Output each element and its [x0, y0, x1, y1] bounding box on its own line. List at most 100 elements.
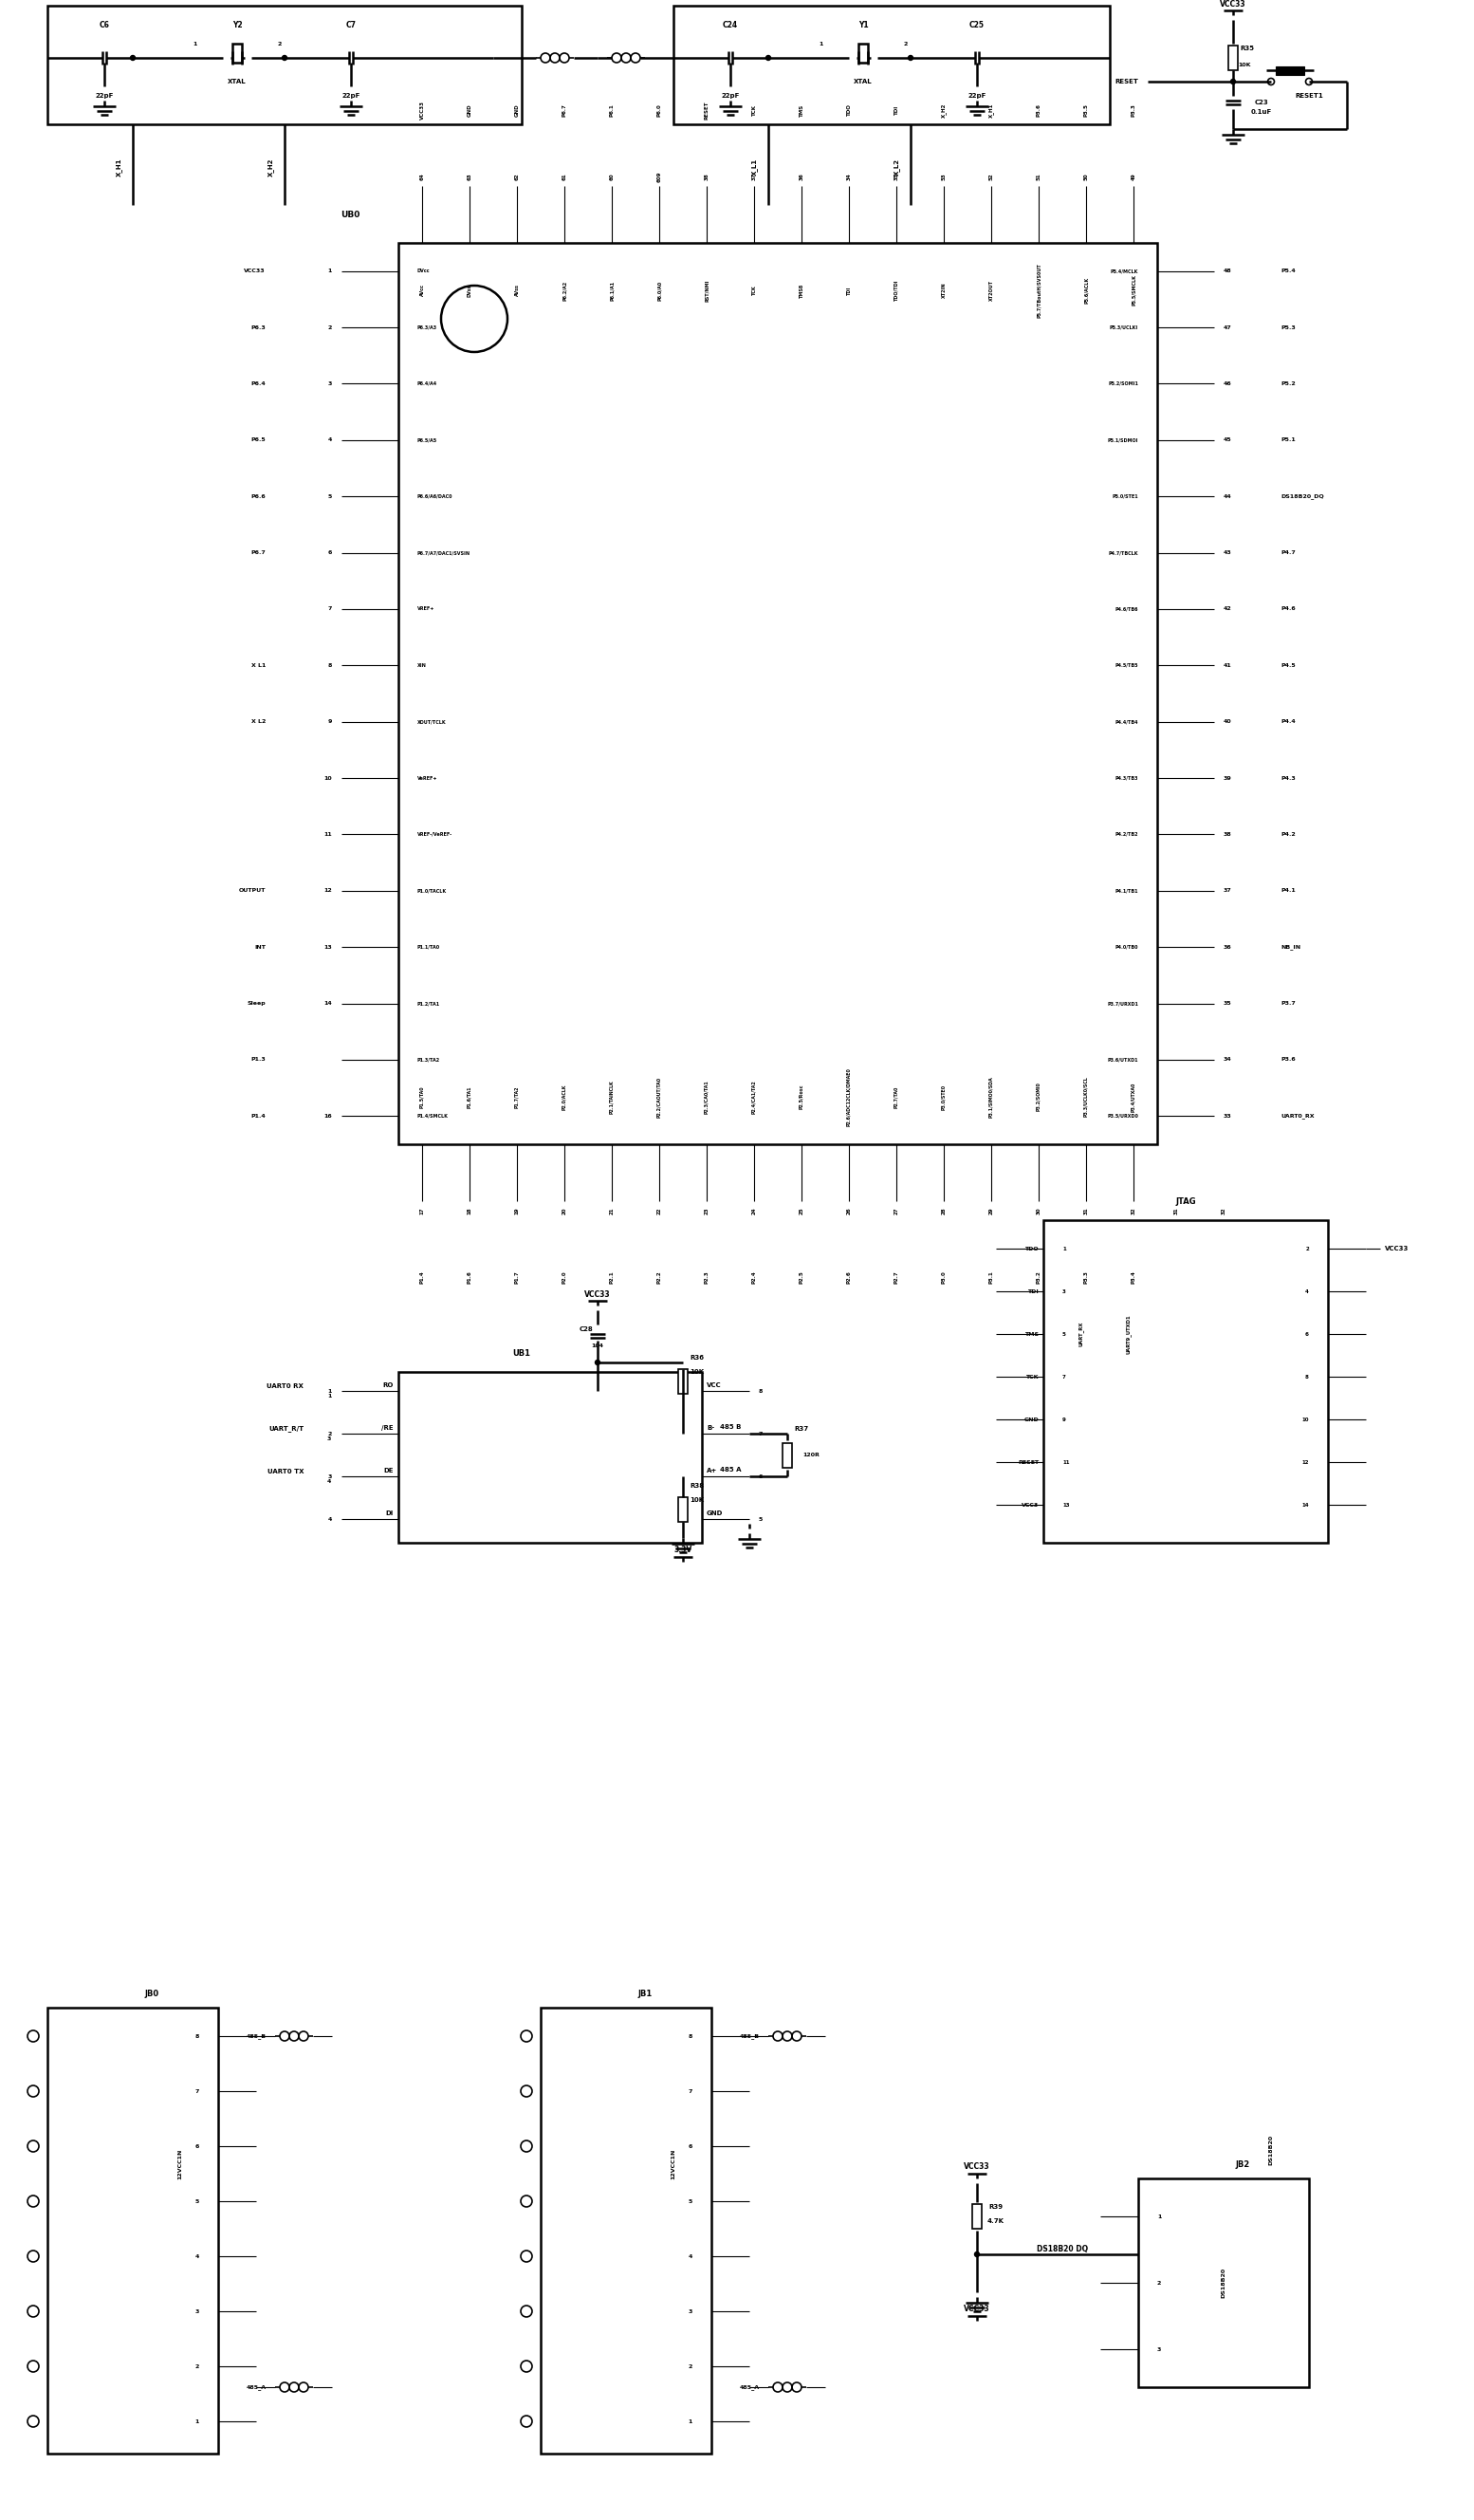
Text: 51: 51 [1036, 174, 1041, 179]
Text: 31: 31 [1173, 1207, 1179, 1215]
Text: TDO/TDI: TDO/TDI [893, 280, 899, 300]
Text: 2: 2 [195, 2364, 199, 2369]
Text: P4.5: P4.5 [1281, 663, 1296, 668]
Text: 7: 7 [688, 2089, 693, 2094]
Text: P5.5/SMCLK: P5.5/SMCLK [1131, 275, 1136, 305]
Text: NB_IN: NB_IN [1281, 945, 1300, 950]
Text: AVss: AVss [514, 285, 519, 297]
Text: 34: 34 [1223, 1058, 1232, 1061]
Text: JTAG: JTAG [1175, 1197, 1195, 1205]
Text: XIN: XIN [417, 663, 426, 668]
Text: 485_B: 485_B [246, 2034, 267, 2039]
Text: 32: 32 [1222, 1207, 1226, 1215]
Circle shape [282, 55, 287, 60]
Text: 29: 29 [989, 1207, 993, 1215]
Text: VeREF+: VeREF+ [417, 776, 438, 781]
Bar [1228, 45, 1238, 71]
Text: UART_R/T: UART_R/T [268, 1426, 304, 1431]
Text: C23: C23 [1254, 101, 1269, 106]
Text: P1.3/TA2: P1.3/TA2 [417, 1058, 441, 1061]
Text: GND: GND [706, 1509, 724, 1517]
Text: 3: 3 [327, 1474, 332, 1479]
Text: 11: 11 [324, 832, 332, 837]
Text: P3.3/UCLK0/SCL: P3.3/UCLK0/SCL [1083, 1076, 1088, 1116]
Text: 20: 20 [562, 1207, 566, 1215]
Bar [973, 2205, 982, 2228]
Text: UB1: UB1 [513, 1348, 531, 1358]
Text: 485_A: 485_A [740, 2384, 761, 2389]
Text: P4.1/TB1: P4.1/TB1 [1114, 890, 1138, 892]
Text: TDI: TDI [1027, 1288, 1039, 1293]
Text: VCC33: VCC33 [1386, 1245, 1409, 1252]
Text: JB2: JB2 [1235, 2160, 1250, 2170]
Text: P2.2: P2.2 [657, 1270, 662, 1283]
Text: 60: 60 [609, 174, 615, 179]
Text: 2: 2 [1157, 2281, 1162, 2286]
Text: 3.3V: 3.3V [674, 1547, 693, 1555]
Text: 49: 49 [1131, 174, 1136, 179]
Text: 10: 10 [1302, 1416, 1309, 1421]
Text: P3.4: P3.4 [1131, 1270, 1136, 1283]
Text: P4.3/TB3: P4.3/TB3 [1114, 776, 1138, 781]
Text: 63: 63 [467, 174, 472, 179]
Bar [398, 1371, 702, 1542]
Text: 18: 18 [467, 1207, 472, 1215]
Text: X_L2: X_L2 [893, 159, 899, 176]
Text: UB0: UB0 [340, 209, 361, 219]
Text: P4.6/TB6: P4.6/TB6 [1114, 607, 1138, 612]
Text: 3: 3 [688, 2308, 693, 2313]
Text: 4: 4 [1306, 1288, 1309, 1293]
Text: 5: 5 [195, 2200, 199, 2202]
Bar [541, 2008, 712, 2454]
Text: 35: 35 [1223, 1000, 1232, 1005]
Text: DS18B20: DS18B20 [1269, 2134, 1274, 2165]
Text: 8: 8 [327, 663, 332, 668]
Text: P5.4/MCLK: P5.4/MCLK [1110, 270, 1138, 275]
Text: R36: R36 [690, 1356, 705, 1361]
Text: P2.1: P2.1 [609, 1270, 615, 1283]
Text: 41: 41 [1223, 663, 1232, 668]
Bar [1276, 66, 1304, 76]
Text: DI: DI [386, 1509, 394, 1517]
Text: 23: 23 [705, 1207, 709, 1215]
Text: 38: 38 [705, 174, 709, 179]
Text: 13: 13 [324, 945, 332, 950]
Text: P2.0: P2.0 [562, 1270, 566, 1283]
Text: 5: 5 [759, 1517, 764, 1522]
Text: 1: 1 [327, 1389, 332, 1394]
Text: P4.4/TB4: P4.4/TB4 [1114, 718, 1138, 723]
Text: P2.4/CA1/TA2: P2.4/CA1/TA2 [752, 1081, 756, 1114]
Text: VREF+: VREF+ [417, 607, 435, 612]
Text: P1.4/SMCLK: P1.4/SMCLK [417, 1114, 448, 1119]
Bar [47, 5, 522, 123]
Text: VCC33: VCC33 [964, 2162, 991, 2172]
Text: P3.2: P3.2 [1036, 1270, 1041, 1283]
Text: 39: 39 [1223, 776, 1232, 781]
Text: 47: 47 [1223, 325, 1232, 330]
Text: 22pF: 22pF [342, 93, 360, 98]
Bar [398, 242, 1157, 1144]
Text: TMS8: TMS8 [799, 282, 803, 297]
Text: RESET: RESET [1114, 78, 1138, 86]
Text: GND: GND [1023, 1416, 1039, 1421]
Text: 1: 1 [193, 40, 196, 45]
Text: 3: 3 [1157, 2346, 1162, 2351]
Text: P4.7: P4.7 [1281, 549, 1296, 554]
Text: 1: 1 [327, 1394, 332, 1399]
Text: 0.1uF: 0.1uF [1251, 108, 1272, 116]
Text: 1: 1 [327, 270, 332, 275]
Text: P6.2/A2: P6.2/A2 [562, 280, 566, 300]
Text: GND: GND [467, 103, 472, 116]
Text: R39: R39 [989, 2205, 1004, 2210]
Text: TDO: TDO [1024, 1247, 1039, 1250]
Circle shape [595, 1361, 600, 1366]
Text: 8: 8 [759, 1389, 764, 1394]
Text: P3.7: P3.7 [1281, 1000, 1296, 1005]
Text: X_H1: X_H1 [989, 103, 993, 118]
Text: 4: 4 [327, 1517, 332, 1522]
Text: P4.0/TB0: P4.0/TB0 [1114, 945, 1138, 950]
Text: 6: 6 [759, 1474, 764, 1479]
Text: P3.0/STE0: P3.0/STE0 [942, 1084, 946, 1109]
Text: 12: 12 [1302, 1459, 1309, 1464]
Text: 43: 43 [1223, 549, 1232, 554]
